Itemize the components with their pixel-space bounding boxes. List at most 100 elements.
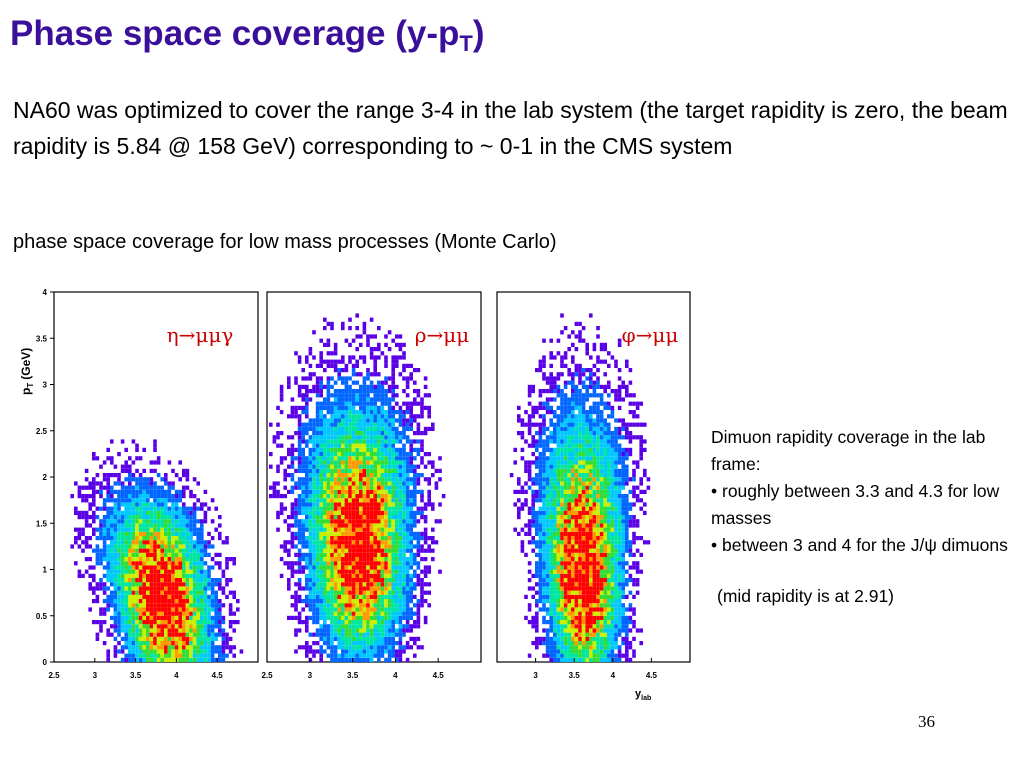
heatmap-cell <box>348 439 352 444</box>
heatmap-cell <box>312 615 316 620</box>
heatmap-cell <box>355 439 359 444</box>
heatmap-cell <box>182 636 186 641</box>
heatmap-cell <box>167 489 172 494</box>
heatmap-cell <box>333 414 338 419</box>
heatmap-cell <box>315 536 320 541</box>
heatmap-cell <box>174 632 179 637</box>
heatmap-cell <box>366 599 370 604</box>
heatmap-cell <box>377 573 381 578</box>
heatmap-cell <box>614 582 618 587</box>
heatmap-cell <box>326 603 331 608</box>
heatmap-cell <box>545 611 550 616</box>
heatmap-cell <box>344 536 349 541</box>
heatmap-cell <box>369 418 374 423</box>
heatmap-cell <box>387 443 392 448</box>
heatmap-cell <box>384 594 388 599</box>
heatmap-cell <box>362 456 367 461</box>
heatmap-cell <box>351 586 356 591</box>
heatmap-cell <box>301 494 305 499</box>
heatmap-cell <box>174 494 179 499</box>
heatmap-cell <box>380 582 385 587</box>
heatmap-cell <box>409 573 413 578</box>
heatmap-cell <box>578 519 582 524</box>
heatmap-cell <box>581 649 586 654</box>
heatmap-cell <box>599 510 604 515</box>
heatmap-cell <box>330 431 334 436</box>
heatmap-cell <box>149 494 154 499</box>
heatmap-cell <box>369 557 374 562</box>
heatmap-cell <box>308 649 313 654</box>
heatmap-cell <box>395 590 399 595</box>
heatmap-cell <box>323 578 327 583</box>
heatmap-cell <box>330 515 334 520</box>
heatmap-cell <box>373 649 377 654</box>
heatmap-cell <box>395 481 399 486</box>
heatmap-cell <box>413 447 417 452</box>
heatmap-cell <box>142 649 146 654</box>
heatmap-cell <box>192 620 197 625</box>
heatmap-cell <box>348 586 352 591</box>
heatmap-cell <box>341 519 345 524</box>
heatmap-cell <box>333 620 338 625</box>
heatmap-cell <box>319 578 323 583</box>
heatmap-cell <box>373 414 377 419</box>
heatmap-cell <box>337 426 341 431</box>
heatmap-cell <box>567 544 571 549</box>
heatmap-cell <box>366 506 370 511</box>
heatmap-cell <box>218 515 222 520</box>
heatmap-cell <box>380 565 385 570</box>
heatmap-cell <box>377 477 381 482</box>
heatmap-cell <box>545 628 550 633</box>
heatmap-cell <box>366 607 370 612</box>
heatmap-cell <box>621 544 625 549</box>
heatmap-cell <box>99 557 103 562</box>
heatmap-cell <box>380 498 385 503</box>
heatmap-cell <box>149 531 154 536</box>
heatmap-cell <box>305 552 309 557</box>
heatmap-cell <box>138 657 143 662</box>
heatmap-cell <box>160 590 164 595</box>
heatmap-cell <box>135 477 139 482</box>
heatmap-cell <box>560 603 564 608</box>
heatmap-cell <box>305 641 309 646</box>
heatmap-cell <box>553 561 557 566</box>
heatmap-cell <box>160 653 164 658</box>
heatmap-cell <box>355 548 359 553</box>
heatmap-cell <box>167 594 172 599</box>
heatmap-cell <box>218 565 222 570</box>
heatmap-cell <box>413 515 417 520</box>
heatmap-cell <box>574 590 579 595</box>
heatmap-cell <box>149 527 154 532</box>
heatmap-cell <box>200 544 204 549</box>
heatmap-cell <box>323 494 327 499</box>
heatmap-cell <box>279 431 284 436</box>
heatmap-cell <box>330 653 334 658</box>
heatmap-cell <box>131 536 136 541</box>
heatmap-cell <box>92 456 96 461</box>
heatmap-cell <box>387 569 392 574</box>
heatmap-cell <box>337 510 341 515</box>
heatmap-cell <box>301 540 305 545</box>
heatmap-cell <box>607 540 611 545</box>
heatmap-cell <box>599 611 604 616</box>
heatmap-cell <box>553 523 557 528</box>
heatmap-cell <box>200 561 204 566</box>
heatmap-cell <box>326 376 331 381</box>
heatmap-cell <box>387 653 392 658</box>
heatmap-cell <box>135 456 139 461</box>
heatmap-cell <box>348 418 352 423</box>
heatmap-cell <box>571 519 575 524</box>
heatmap-cell <box>387 414 392 419</box>
heatmap-cell <box>178 519 182 524</box>
heatmap-cell <box>380 548 385 553</box>
heatmap-cell <box>124 628 128 633</box>
heatmap-cell <box>210 636 215 641</box>
heatmap-cell <box>603 603 607 608</box>
heatmap-cell <box>527 519 532 524</box>
heatmap-cell <box>110 456 114 461</box>
heatmap-cell <box>607 552 611 557</box>
heatmap-cell <box>380 569 385 574</box>
heatmap-cell <box>287 523 291 528</box>
heatmap-cell <box>214 599 218 604</box>
heatmap-cell <box>578 569 582 574</box>
